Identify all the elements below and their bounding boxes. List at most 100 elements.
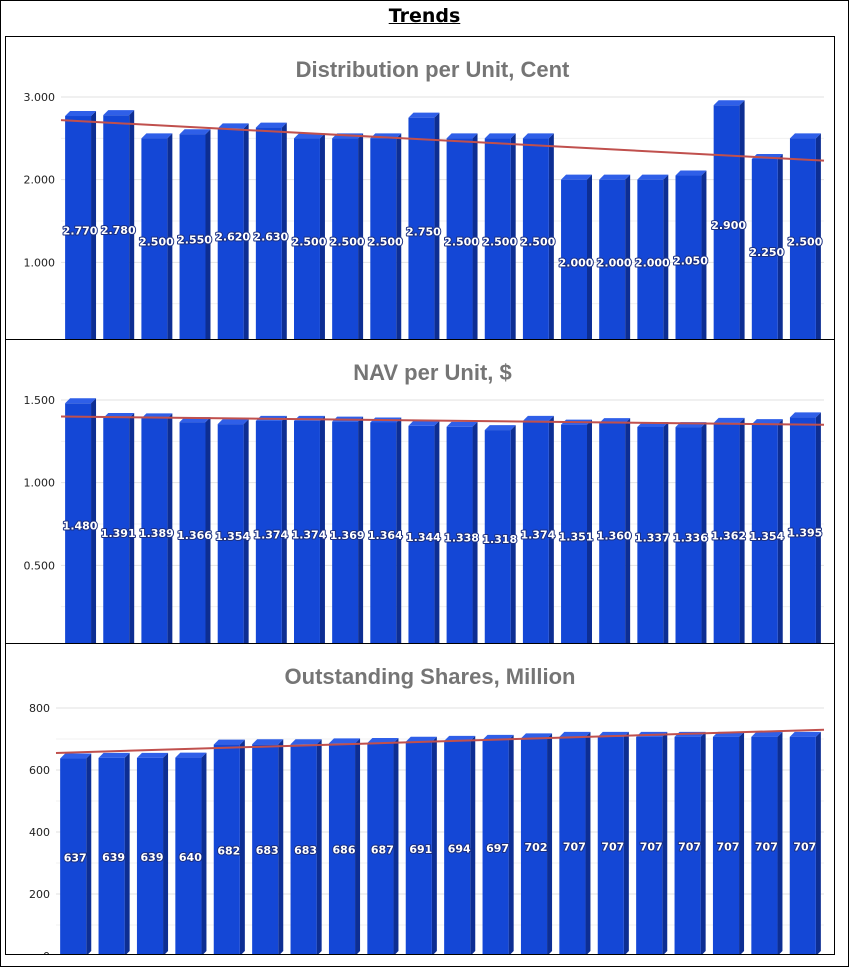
bar-side: [243, 123, 249, 339]
bar: [789, 133, 821, 339]
bar-side: [239, 739, 245, 954]
bar-front: [446, 138, 473, 339]
bar-front: [252, 744, 279, 954]
y-tick-label: 400: [29, 826, 50, 839]
bar: [328, 738, 361, 954]
bar-top: [65, 398, 97, 404]
bar-front: [255, 127, 282, 339]
data-label: 1.364: [368, 529, 403, 542]
bar-front: [559, 736, 586, 954]
data-label: 1.354: [215, 530, 250, 543]
bar-front: [294, 420, 320, 643]
data-label: 1.395: [788, 527, 823, 540]
bar-front: [294, 138, 320, 339]
bar: [370, 417, 402, 643]
bar-top: [789, 133, 821, 139]
data-label: 2.500: [368, 236, 403, 249]
data-label: 2.500: [139, 236, 174, 249]
bar-side: [167, 413, 173, 643]
data-label: 1.369: [330, 529, 365, 542]
data-label: 637: [64, 851, 87, 864]
data-label: 2.500: [482, 236, 517, 249]
data-label: 2.500: [520, 236, 555, 249]
bar-side: [625, 174, 631, 339]
bar: [599, 418, 631, 643]
bar-front: [98, 757, 125, 954]
bar-top: [252, 739, 284, 745]
bar-side: [319, 415, 325, 643]
data-label: 639: [141, 851, 164, 864]
bar-front: [370, 422, 397, 643]
bar-top: [713, 417, 745, 423]
data-label: 2.550: [177, 234, 212, 247]
bar: [60, 753, 92, 954]
bar: [65, 398, 97, 643]
y-tick-label: 600: [29, 764, 50, 777]
bar-top: [675, 170, 707, 176]
bar-front: [484, 138, 511, 339]
y-tick-label: 2.000: [24, 174, 56, 187]
bar-front: [65, 116, 92, 339]
bar-side: [358, 133, 364, 339]
data-label: 707: [755, 840, 778, 853]
bar-top: [408, 112, 440, 118]
bar: [367, 738, 399, 954]
bar-side: [91, 398, 97, 643]
bar: [408, 112, 440, 339]
bar-side: [777, 154, 783, 339]
bar: [636, 731, 668, 954]
data-label: 687: [371, 844, 394, 857]
bar: [561, 419, 592, 643]
bar-side: [86, 753, 92, 954]
data-label: 682: [217, 844, 240, 857]
data-label: 707: [601, 840, 624, 853]
bar-front: [482, 739, 509, 954]
bar-top: [522, 133, 554, 139]
bar-side: [281, 122, 287, 339]
y-tick-label: 1.000: [24, 477, 56, 490]
bar-front: [446, 426, 473, 643]
bar-side: [510, 425, 516, 643]
bar-side: [316, 739, 322, 954]
data-label: 707: [678, 840, 701, 853]
bar-top: [405, 736, 437, 742]
bar-side: [547, 733, 553, 954]
bar: [446, 421, 478, 643]
bar: [332, 133, 364, 339]
data-label: 640: [179, 851, 202, 864]
bar-side: [472, 133, 478, 339]
bar-front: [328, 743, 356, 954]
bar: [522, 133, 554, 339]
bar-side: [129, 413, 135, 643]
bar-front: [561, 424, 587, 643]
data-label: 1.351: [559, 530, 594, 543]
bar-side: [623, 731, 629, 954]
data-label: 1.354: [749, 530, 784, 543]
bar-top: [484, 133, 516, 139]
bar-front: [674, 736, 701, 954]
bar: [446, 133, 478, 339]
bar-side: [205, 129, 211, 339]
data-label: 1.374: [520, 528, 555, 541]
bar-front: [332, 138, 359, 339]
bar-front: [141, 418, 168, 643]
data-label: 2.500: [788, 236, 823, 249]
bar-front: [675, 175, 702, 339]
bar: [484, 133, 516, 339]
bar-side: [700, 731, 706, 954]
bar-front: [712, 736, 740, 954]
bar: [789, 412, 821, 643]
trendline: [60, 415, 825, 426]
bar-side: [167, 133, 173, 339]
bar-side: [434, 112, 440, 339]
bar: [290, 739, 322, 954]
bar: [217, 123, 249, 339]
bar-front: [290, 744, 317, 954]
bar-front: [789, 736, 816, 954]
bar: [370, 133, 402, 339]
data-label: 2.500: [444, 236, 479, 249]
bar-front: [103, 418, 130, 643]
bar-front: [484, 430, 511, 643]
data-label: 683: [256, 844, 279, 857]
bar-side: [472, 421, 478, 643]
